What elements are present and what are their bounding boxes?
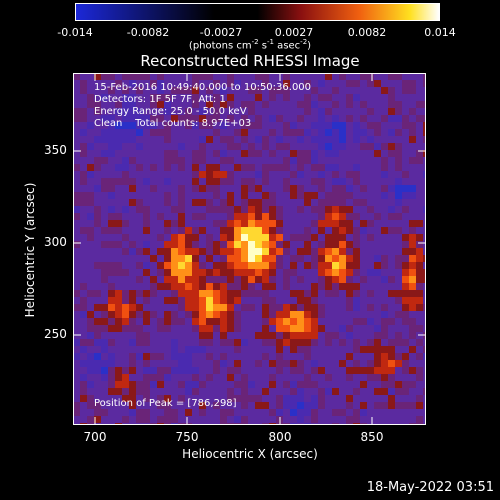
- colorbar-tick-label: 0.0027: [274, 26, 314, 39]
- detectors-annotation: Detectors: 1F 5F 7F, Att: 1: [94, 94, 226, 105]
- timestamp: 18-May-2022 03:51: [366, 480, 494, 495]
- rhessi-image: [73, 73, 426, 425]
- x-tick-label: 750: [175, 430, 199, 444]
- energy-range-annotation: Energy Range: 25.0 - 50.0 keV: [94, 106, 247, 117]
- peak-position-annotation: Position of Peak = [786,298]: [94, 398, 237, 409]
- colorbar-tick-label: -0.0027: [199, 26, 243, 39]
- y-tick-label: 350: [44, 143, 67, 157]
- colorbar-tick-label: -0.014: [57, 26, 93, 39]
- algorithm-annotation: Clean Total counts: 8.97E+03: [94, 118, 252, 129]
- x-tick-label: 800: [268, 430, 292, 444]
- y-axis-title: Heliocentric Y (arcsec): [23, 182, 37, 318]
- plot-frame: [73, 73, 426, 425]
- colorbar-tick-label: 0.014: [424, 26, 456, 39]
- colorbar: [75, 3, 440, 21]
- y-tick-label: 250: [44, 327, 67, 341]
- y-tick-label: 300: [44, 235, 67, 249]
- colorbar-units: (photons cm-2 s-1 asec-2): [188, 38, 312, 52]
- x-axis-title: Heliocentric X (arcsec): [182, 447, 318, 461]
- image-title: Reconstructed RHESSI Image: [140, 52, 360, 70]
- colorbar-tick-label: -0.0082: [126, 26, 170, 39]
- x-tick-label: 700: [83, 430, 107, 444]
- colorbar-tick-label: 0.0082: [347, 26, 387, 39]
- time-range-annotation: 15-Feb-2016 10:49:40.000 to 10:50:36.000: [94, 82, 312, 93]
- x-tick-label: 850: [360, 430, 384, 444]
